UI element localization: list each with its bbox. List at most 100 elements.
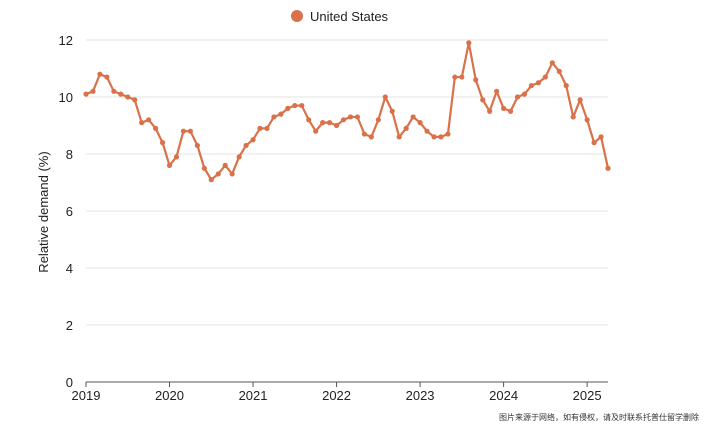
x-tick-label-2024: 2024 [489, 388, 518, 403]
data-point-2019-05[interactable] [111, 88, 117, 94]
data-point-2024-09[interactable] [556, 68, 562, 74]
data-point-2020-02[interactable] [173, 154, 180, 160]
x-tick-label-2021: 2021 [239, 388, 268, 403]
y-axis-title: Relative demand (%) [36, 151, 51, 272]
data-point-2020-10[interactable] [229, 171, 235, 177]
series-line-united-states [84, 41, 610, 181]
data-point-2020-08[interactable] [215, 171, 221, 177]
x-axis-ticks: 2019 2020 2021 2022 2023 2024 2025 [72, 382, 602, 403]
data-point-2021-10[interactable] [313, 128, 319, 134]
x-tick-label-2022: 2022 [322, 388, 351, 403]
data-point-2021-07[interactable] [292, 102, 298, 109]
data-point-2021-04[interactable] [271, 114, 277, 120]
data-point-2022-10[interactable] [396, 134, 402, 140]
data-point-2019-09[interactable] [139, 120, 145, 126]
data-point-2024-12[interactable] [577, 97, 583, 103]
legend-label: United States [310, 9, 389, 24]
data-point-2024-06[interactable] [535, 80, 542, 86]
data-point-2020-09[interactable] [222, 162, 228, 168]
watermark-text: 图片来源于网络，如有侵权，请及时联系托普仕留学删除 [499, 412, 699, 422]
data-point-2020-11[interactable] [236, 154, 242, 160]
data-point-2021-02[interactable] [257, 125, 263, 131]
y-tick-label-0: 0 [66, 375, 73, 390]
data-point-2021-09[interactable] [306, 117, 312, 123]
data-point-2023-05[interactable] [445, 131, 451, 137]
data-point-2024-03[interactable] [514, 94, 521, 100]
data-point-2019-08[interactable] [132, 97, 138, 103]
data-point-2023-09[interactable] [473, 77, 479, 83]
data-point-2019-02[interactable] [90, 88, 96, 94]
data-point-2022-11[interactable] [403, 125, 409, 131]
data-point-2020-04[interactable] [187, 128, 193, 134]
data-point-2024-08[interactable] [549, 60, 555, 66]
data-point-2021-03[interactable] [264, 125, 270, 131]
data-point-2021-08[interactable] [299, 102, 305, 109]
data-point-2025-02[interactable] [591, 140, 597, 146]
data-point-2019-03[interactable] [97, 71, 103, 77]
series-united-states [83, 40, 611, 183]
y-tick-label-12: 12 [59, 33, 73, 48]
data-point-2019-07[interactable] [125, 94, 131, 100]
data-point-2021-05[interactable] [278, 111, 284, 117]
data-point-2019-10[interactable] [146, 117, 152, 123]
legend[interactable]: United States [291, 9, 389, 24]
data-point-2025-03[interactable] [598, 134, 604, 140]
data-point-2022-06[interactable] [368, 134, 374, 140]
data-point-2020-12[interactable] [243, 142, 249, 149]
data-point-2020-01[interactable] [166, 162, 173, 168]
data-point-2022-02[interactable] [340, 117, 347, 123]
data-point-2022-04[interactable] [354, 114, 361, 120]
x-tick-label-2025: 2025 [573, 388, 602, 403]
data-point-2023-08[interactable] [466, 40, 472, 46]
data-point-2024-04[interactable] [521, 91, 528, 97]
data-point-2021-01[interactable] [250, 137, 256, 143]
data-point-2020-05[interactable] [194, 142, 200, 149]
y-axis-ticks: 0 2 4 6 8 10 12 [59, 33, 73, 390]
data-point-2023-04[interactable] [438, 134, 444, 140]
y-tick-label-4: 4 [66, 261, 73, 276]
data-point-2019-11[interactable] [153, 125, 159, 131]
data-point-2023-02[interactable] [424, 128, 430, 134]
data-point-2021-11[interactable] [320, 120, 326, 126]
data-point-2022-01[interactable] [333, 122, 340, 129]
data-point-2019-01[interactable] [83, 91, 89, 97]
data-point-2022-12[interactable] [410, 114, 416, 120]
x-tick-label-2020: 2020 [155, 388, 184, 403]
y-tick-label-6: 6 [66, 204, 73, 219]
data-point-2020-03[interactable] [180, 128, 187, 134]
data-point-2022-09[interactable] [389, 108, 395, 114]
data-point-2020-07[interactable] [208, 177, 214, 183]
data-point-2020-06[interactable] [201, 165, 207, 171]
y-tick-label-8: 8 [66, 147, 73, 162]
data-point-2022-03[interactable] [347, 114, 354, 120]
data-point-2023-07[interactable] [459, 74, 465, 80]
data-point-2019-04[interactable] [104, 74, 110, 80]
x-tick-label-2023: 2023 [406, 388, 435, 403]
data-point-2024-07[interactable] [542, 74, 548, 80]
data-point-2024-10[interactable] [563, 83, 569, 89]
data-point-2024-01[interactable] [501, 105, 507, 111]
data-point-2024-11[interactable] [570, 114, 576, 120]
data-point-2024-02[interactable] [507, 108, 514, 114]
data-point-2023-12[interactable] [494, 88, 500, 94]
data-point-2019-06[interactable] [118, 91, 124, 97]
x-tick-label-2019: 2019 [72, 388, 101, 403]
data-point-2022-08[interactable] [382, 94, 388, 100]
data-point-2023-10[interactable] [480, 97, 486, 103]
data-point-2023-11[interactable] [487, 108, 493, 114]
data-point-2021-12[interactable] [327, 120, 333, 126]
grid-lines [86, 39, 608, 383]
legend-marker [291, 10, 303, 22]
data-point-2025-01[interactable] [584, 117, 590, 123]
data-point-2023-06[interactable] [452, 74, 458, 80]
data-point-2021-06[interactable] [285, 105, 291, 111]
data-point-2024-05[interactable] [528, 83, 535, 89]
data-point-2019-12[interactable] [159, 140, 166, 146]
data-point-2022-07[interactable] [375, 117, 381, 123]
data-point-2025-04[interactable] [605, 165, 611, 171]
data-point-2023-01[interactable] [417, 120, 423, 126]
data-point-2022-05[interactable] [361, 131, 367, 137]
y-tick-label-2: 2 [66, 318, 73, 333]
data-point-2023-03[interactable] [431, 134, 437, 140]
